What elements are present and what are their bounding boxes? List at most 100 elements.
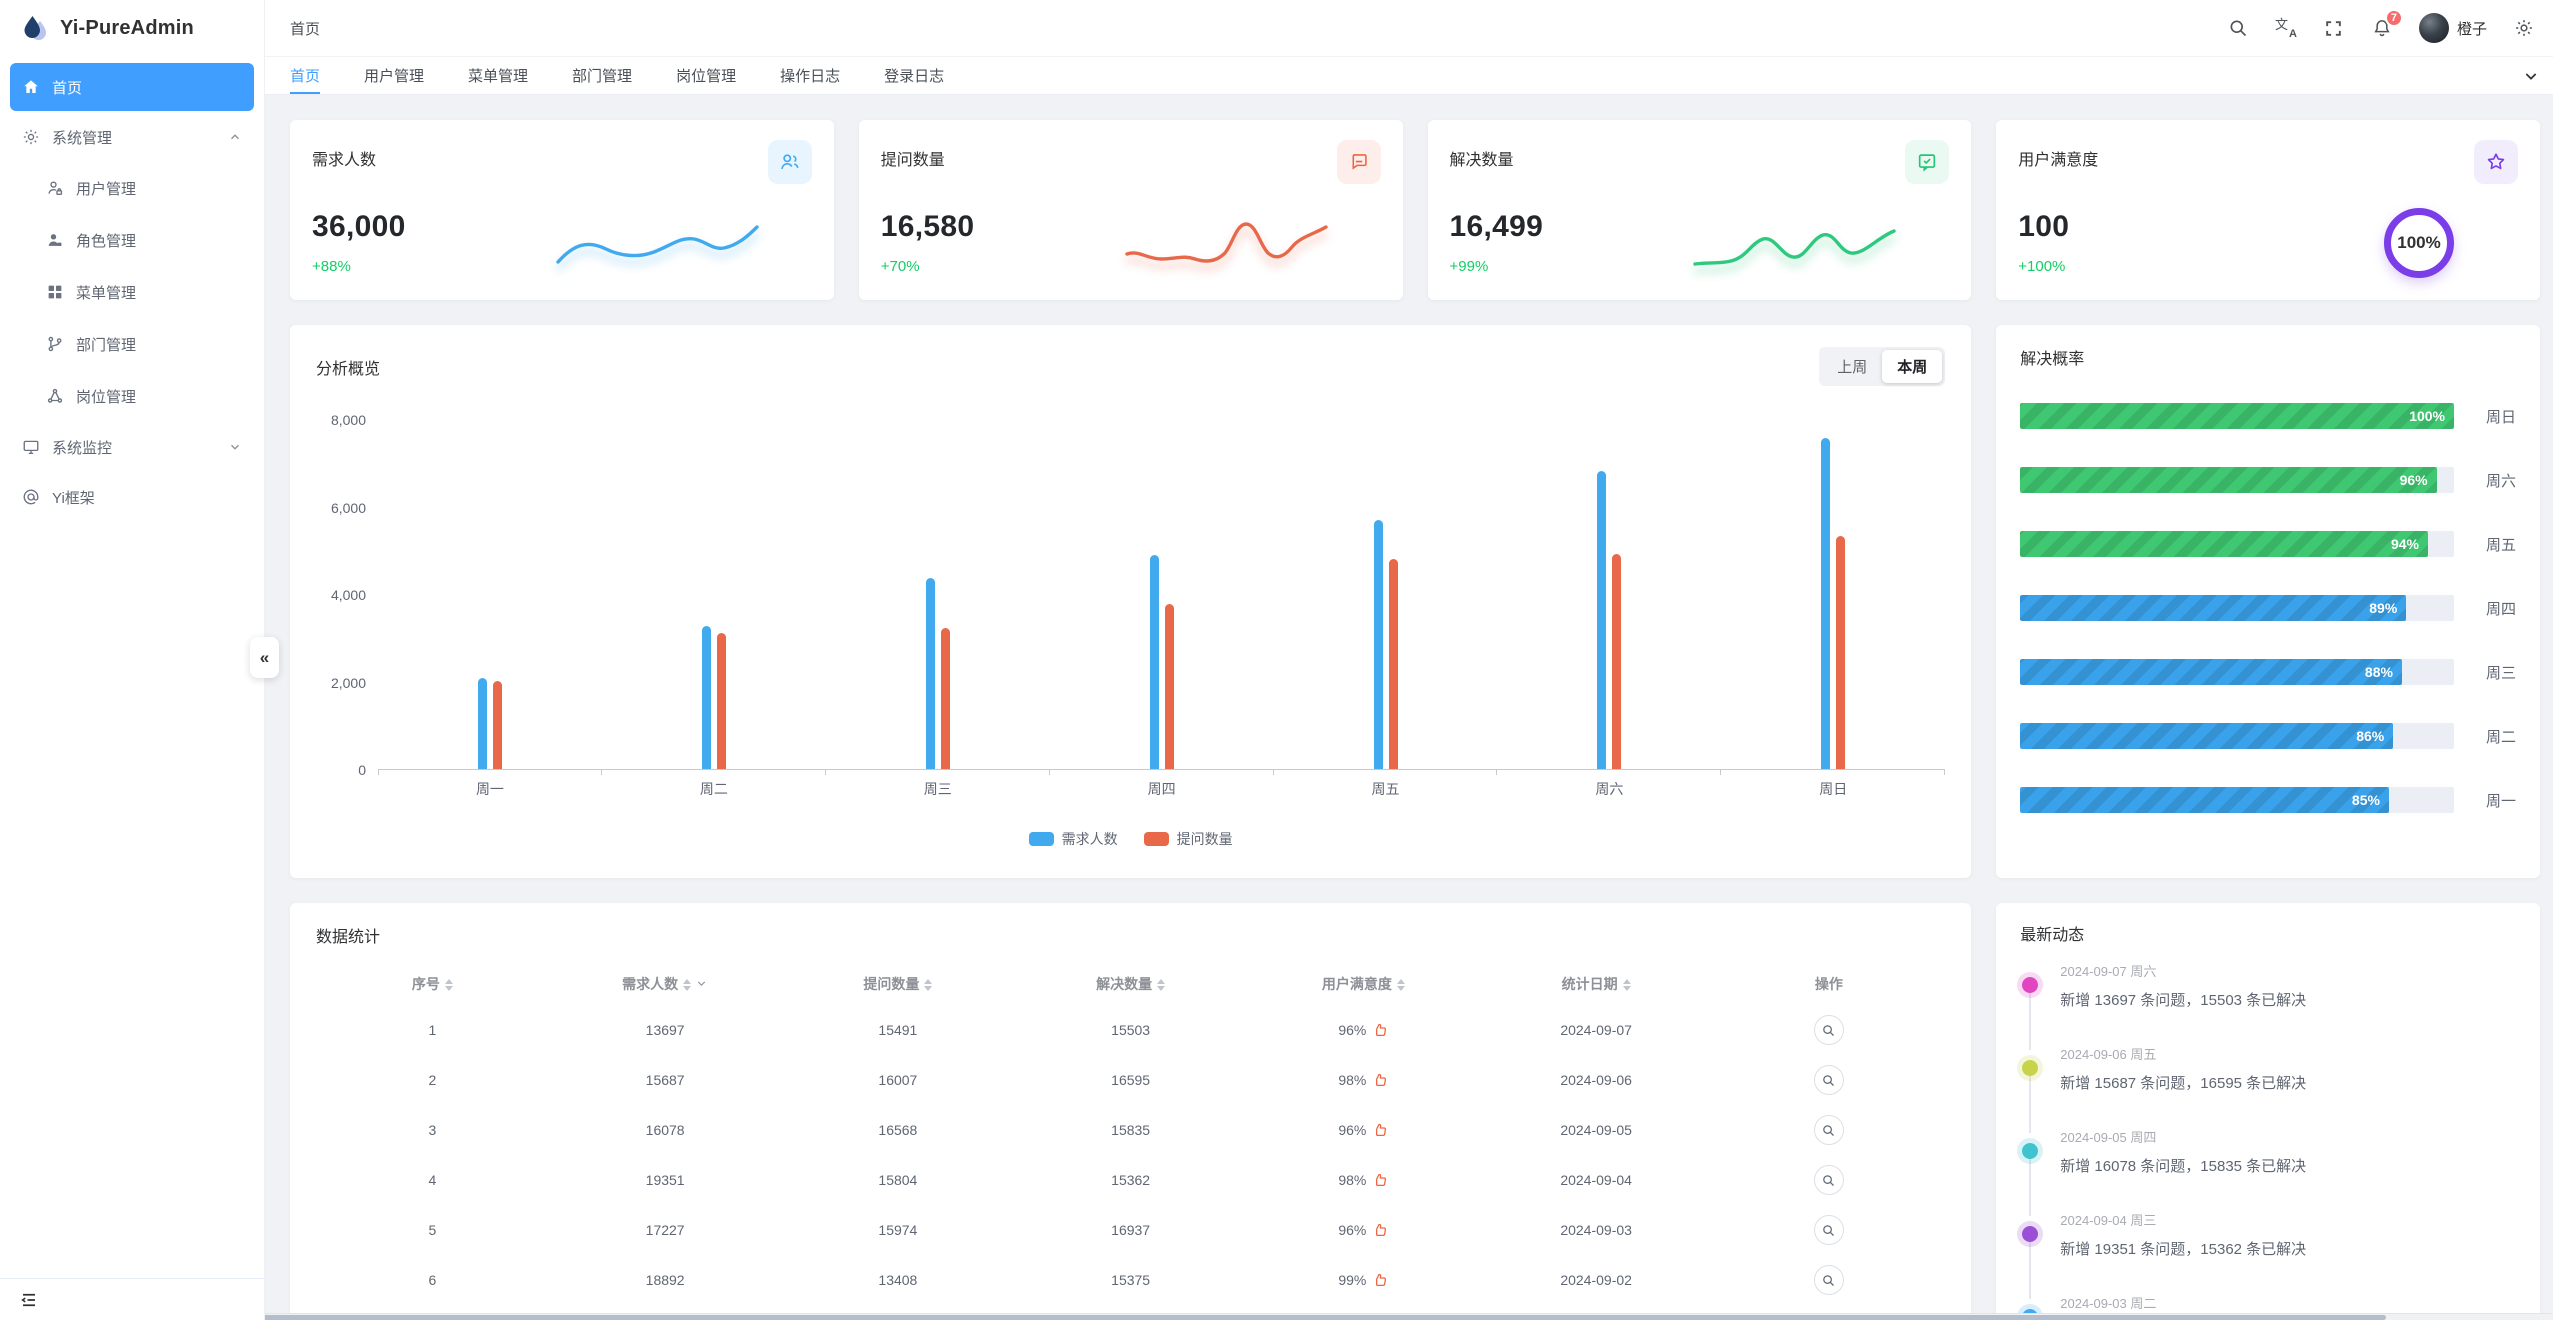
notifications-bell-icon[interactable]: 7 [2371, 9, 2403, 39]
bar-需求人数[interactable] [1373, 520, 1383, 769]
sidebar-item-系统监控[interactable]: 系统监控 [10, 423, 254, 471]
bar-pair [701, 626, 726, 769]
search-icon[interactable] [2227, 17, 2249, 39]
bar-pair [1821, 438, 1846, 769]
sort-caret-icon[interactable] [1396, 979, 1405, 992]
bar-提问数量[interactable] [1388, 559, 1398, 769]
table-cell: 1 [428, 1022, 437, 1038]
table-cell: 13697 [645, 1022, 685, 1038]
user-menu[interactable]: 橙子 [2418, 13, 2487, 43]
sidebar-item-角色管理[interactable]: 角色管理 [10, 215, 254, 265]
legend-item-提问数量[interactable]: 提问数量 [1143, 829, 1233, 849]
bar-提问数量[interactable] [492, 681, 502, 769]
menu-fold-icon[interactable] [18, 1289, 40, 1311]
chevron-down-icon [228, 440, 242, 454]
bar-提问数量[interactable] [1836, 536, 1846, 769]
sidebar-item-label: 部门管理 [76, 336, 137, 354]
view-detail-button[interactable] [1813, 1115, 1844, 1145]
legend-item-需求人数[interactable]: 需求人数 [1028, 829, 1118, 849]
sidebar-item-岗位管理[interactable]: 岗位管理 [10, 371, 254, 421]
satisfaction-cell: 99% [1247, 1255, 1480, 1305]
tab-菜单管理[interactable]: 菜单管理 [468, 68, 529, 85]
bar-需求人数[interactable] [925, 578, 935, 769]
bar-chart: 8,000 6,000 4,000 2,000 0 [316, 412, 1946, 778]
bar-pair [1149, 555, 1174, 769]
view-detail-button[interactable] [1813, 1065, 1844, 1095]
bar-需求人数[interactable] [701, 626, 711, 769]
sidebar-item-label: 菜单管理 [76, 284, 137, 302]
view-detail-button[interactable] [1813, 1015, 1844, 1045]
column-header-用户满意度[interactable]: 用户满意度 [1247, 963, 1480, 1005]
x-tick-label: 周一 [475, 781, 504, 797]
tab-用户管理[interactable]: 用户管理 [364, 68, 425, 85]
chart-plot [378, 420, 1946, 775]
chart-slot-周六 [1497, 420, 1722, 775]
timeline-time: 2024-09-03 周二 [2060, 1296, 2157, 1311]
sort-caret-icon[interactable] [444, 979, 453, 992]
bar-需求人数[interactable] [1597, 471, 1607, 769]
bar-提问数量[interactable] [716, 633, 726, 769]
bar-需求人数[interactable] [1821, 438, 1831, 769]
operation-cell [1713, 1055, 1946, 1105]
tab-岗位管理[interactable]: 岗位管理 [676, 68, 737, 85]
stat-delta: +100% [2018, 258, 2066, 275]
view-detail-button[interactable] [1813, 1165, 1844, 1195]
scrollbar-thumb[interactable] [170, 1315, 2387, 1320]
fullscreen-icon[interactable] [2323, 17, 2345, 39]
tab-登录日志[interactable]: 登录日志 [884, 68, 945, 85]
stat-card-demand: 需求人数 36,000 +88% [290, 120, 834, 300]
view-detail-button[interactable] [1813, 1215, 1844, 1245]
filter-chevron-icon[interactable] [695, 977, 708, 993]
chart-slot-周一 [378, 420, 602, 775]
toggle-本周[interactable]: 本周 [1882, 350, 1943, 383]
table-row: 3 16078 16568 15835 96% 2024-09-05 [316, 1105, 1945, 1155]
tab-部门管理[interactable]: 部门管理 [572, 68, 633, 85]
column-header-提问数量[interactable]: 提问数量 [782, 963, 1015, 1005]
timeline-items: 2024-09-07 周六 新增 13697 条问题，15503 条已解决 2024… [2020, 961, 2516, 1320]
column-header-需求人数[interactable]: 需求人数 [549, 963, 782, 1005]
satisfaction-value: 96% [1338, 1122, 1367, 1138]
sidebar-item-Yi框架[interactable]: Yi框架 [10, 473, 254, 521]
tab-首页[interactable]: 首页 [290, 57, 321, 94]
bar-提问数量[interactable] [1612, 554, 1622, 769]
tabs-chevron-down-icon[interactable] [2523, 57, 2539, 94]
table-cell: 3 [428, 1122, 437, 1138]
settings-gear-icon[interactable] [2513, 17, 2535, 39]
sidebar-item-label: 首页 [52, 79, 83, 97]
sidebar-item-菜单管理[interactable]: 菜单管理 [10, 267, 254, 317]
sort-caret-icon[interactable] [683, 979, 692, 992]
sort-caret-icon[interactable] [1157, 979, 1166, 992]
bar-提问数量[interactable] [940, 628, 950, 769]
progress-day-label: 周一 [2485, 792, 2516, 810]
bar-提问数量[interactable] [1164, 604, 1174, 769]
table-header-row: 序号 需求人数 提问数量 解决数量 用户满意度 统计日期 操作 [316, 963, 1945, 1005]
sidebar-item-系统管理[interactable]: 系统管理 [10, 113, 254, 161]
sidebar-item-部门管理[interactable]: 部门管理 [10, 319, 254, 369]
table-cell: 17227 [645, 1222, 685, 1238]
column-header-序号[interactable]: 序号 [316, 963, 549, 1005]
toggle-上周[interactable]: 上周 [1822, 350, 1882, 383]
tab-操作日志[interactable]: 操作日志 [780, 68, 841, 85]
solve-row-周三: 88% 周三 [2020, 659, 2516, 685]
satisfaction-cell: 96% [1247, 1105, 1480, 1155]
sort-caret-icon[interactable] [924, 979, 933, 992]
column-header-解决数量[interactable]: 解决数量 [1014, 963, 1247, 1005]
bar-需求人数[interactable] [477, 678, 487, 769]
horizontal-scrollbar[interactable] [170, 1313, 2553, 1320]
operation-cell [1713, 1005, 1946, 1055]
progress-percent-label: 96% [2399, 472, 2428, 488]
gear-icon [22, 128, 40, 146]
column-header-统计日期[interactable]: 统计日期 [1480, 963, 1713, 1005]
bar-需求人数[interactable] [1149, 555, 1159, 769]
sort-caret-icon[interactable] [1622, 979, 1631, 992]
tags-view-bar: 首页 用户管理 菜单管理 部门管理 岗位管理 操作日志 登录日志 [265, 57, 2553, 95]
operation-cell [1713, 1105, 1946, 1155]
sidebar-item-首页[interactable]: 首页 [10, 63, 254, 111]
view-detail-button[interactable] [1813, 1265, 1844, 1295]
sidebar-item-用户管理[interactable]: 用户管理 [10, 163, 254, 213]
data-statistics-card: 数据统计 序号 需求人数 提问数量 解决数量 用户满意度 统计日期 操作 1 13697 154… [290, 903, 1972, 1320]
satisfaction-cell: 98% [1247, 1155, 1480, 1205]
sidebar-collapse-button[interactable]: « [250, 637, 279, 678]
